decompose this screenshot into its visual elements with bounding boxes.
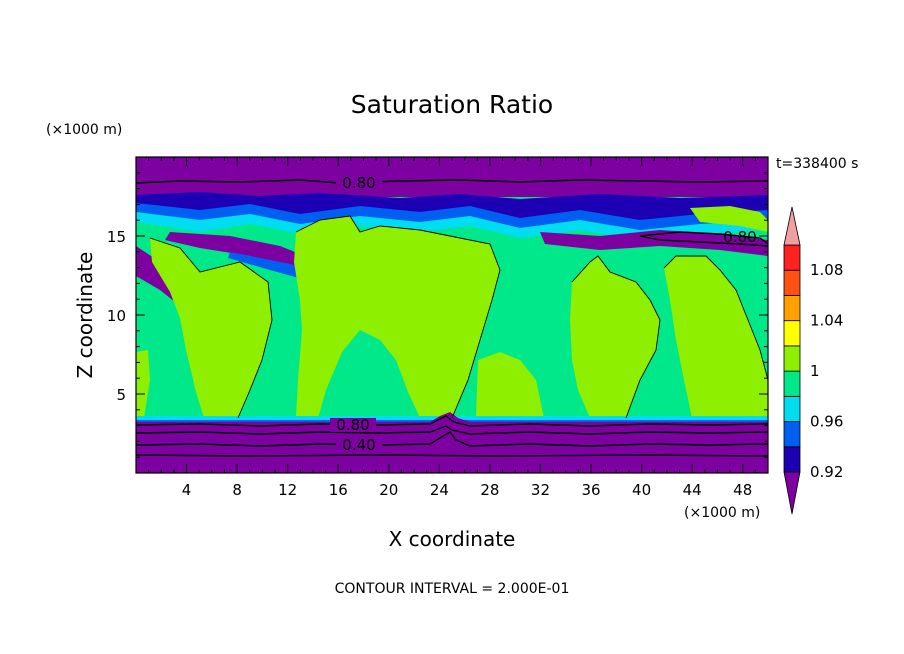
colorbar-swatch [783,421,801,448]
x-tick-label: 40 [632,481,651,499]
contour-label-1: 0.80 [342,174,375,192]
colorbar-label: 1.04 [810,312,843,330]
colorbar-swatch [783,395,801,422]
cloud-edge-contours [149,215,768,419]
colorbar-label: 0.96 [810,413,843,431]
contour-line-right [639,231,768,247]
contour-label-bg-1 [336,175,382,190]
x-units-label: (×1000 m) [684,505,760,521]
colorbar-label: 1 [810,362,820,380]
x-tick-label: 4 [182,481,192,499]
cloud-core-7 [136,350,150,418]
upper-cyan-band [136,212,768,240]
x-tick-label: 12 [278,481,297,499]
contour-interval-label: CONTOUR INTERVAL = 2.000E-01 [335,581,570,597]
colorbar-label: 1.08 [810,261,843,279]
y-axis-ticks: 5 10 15 [107,172,768,458]
x-tick-label: 36 [581,481,600,499]
colorbar-swatch [783,269,801,296]
cloud-core-3 [476,352,544,418]
contour-line-lower-1 [136,415,768,427]
colorbar-swatch [783,345,801,372]
x-axis-ticks: 4 8 12 16 20 24 28 32 36 40 44 48 [148,157,756,499]
contour-line-upper [136,179,768,184]
x-tick-label: 28 [480,481,499,499]
contour-field: 0.80 0.80 0.80 0.40 [136,157,768,473]
contour-line-lower-4 [136,454,768,457]
contour-label-4: 0.40 [342,436,375,454]
x-tick-label: 8 [232,481,242,499]
colorbar-swatch [783,370,801,397]
cloud-core-2 [294,216,500,418]
y-tick-label: 15 [107,228,126,246]
contour-line-lower-2 [136,425,768,435]
y-tick-label: 5 [116,386,126,404]
colorbar-min-arrow [783,471,801,515]
cloud-core-5 [664,256,768,418]
cloud-core-1 [150,238,272,418]
purple-streak-left-1 [165,232,320,270]
colorbar: 1.08 1.04 1 0.96 0.92 [783,206,843,515]
lower-dry-layer [136,412,768,473]
colorbar-swatch [783,320,801,347]
x-axis-label: X coordinate [389,527,516,551]
cloud-core-6 [690,206,768,232]
purple-streak-right [540,230,768,256]
colorbar-swatch [783,446,801,473]
colorbar-max-arrow [783,206,801,246]
x-tick-label: 24 [430,481,449,499]
contour-label-2: 0.80 [723,228,756,246]
upper-dry-layer [136,157,768,197]
contour-label-bg-3 [330,418,376,432]
x-tick-label: 48 [733,481,752,499]
y-units-label: (×1000 m) [46,122,122,138]
y-axis-label: Z coordinate [73,252,97,379]
y-tick-label: 10 [107,307,126,325]
contour-line-lower-3 [136,431,768,447]
cloud-core-4 [570,256,660,418]
colorbar-swatch [783,295,801,322]
x-tick-label: 20 [379,481,398,499]
x-tick-label: 44 [683,481,702,499]
time-label: t=338400 s [776,156,858,172]
chart-title: Saturation Ratio [351,90,553,119]
contour-label-bg-4 [336,438,382,452]
x-tick-label: 16 [329,481,348,499]
colorbar-label: 0.92 [810,463,843,481]
colorbar-swatch [783,244,801,271]
x-tick-label: 32 [531,481,550,499]
contour-label-3: 0.80 [336,416,369,434]
